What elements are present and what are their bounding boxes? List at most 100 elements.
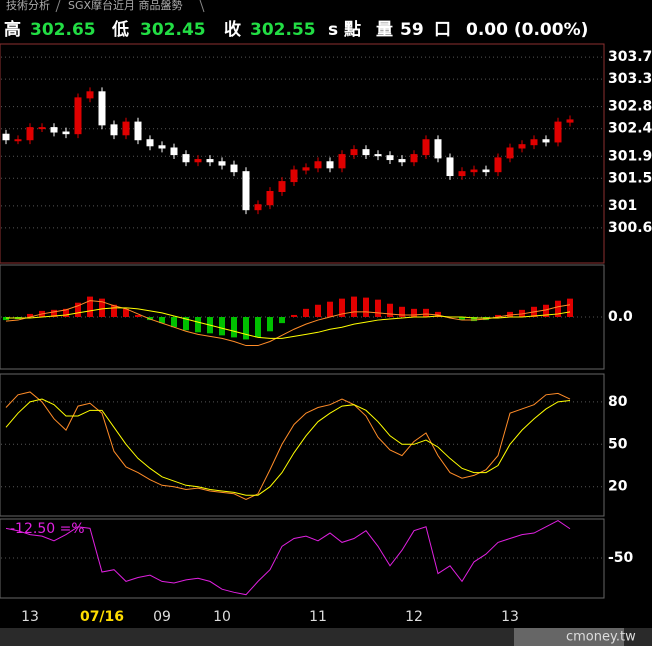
tab[interactable]: SGX摩台近月 商品盤勢 (68, 0, 183, 12)
bar (75, 302, 81, 317)
x-tick-label: 10 (213, 609, 231, 625)
x-tick-label: 13 (21, 609, 39, 625)
quote-text: s 點 (328, 19, 361, 40)
panel-border (0, 43, 605, 264)
candle-body (110, 124, 118, 136)
x-tick-label: 11 (309, 609, 327, 625)
candle-body (254, 204, 262, 211)
bar (411, 308, 417, 317)
bar (51, 309, 57, 317)
candle-body (542, 139, 550, 143)
bar (339, 298, 345, 317)
y-tick-label: 302.8 (608, 99, 652, 115)
candle-body (422, 139, 430, 156)
y-tick-label: -50 (608, 550, 634, 566)
candle-body (302, 167, 310, 171)
candle-body (554, 121, 562, 143)
candle-body (482, 169, 490, 173)
candle-body (98, 91, 106, 126)
indicator-label: -12.50 =% (10, 521, 85, 537)
quote-text: 口 (434, 20, 451, 40)
bar (303, 308, 309, 317)
candle-body (338, 154, 346, 169)
indicator-line (5, 398, 571, 496)
panel-border (0, 518, 605, 599)
bar (387, 303, 393, 317)
bar (291, 314, 297, 317)
quote-text: 59 (400, 20, 424, 40)
indicator-line (5, 391, 571, 500)
x-tick-label: 09 (153, 609, 171, 625)
bar (459, 317, 465, 321)
quote-text: 302.55 (250, 20, 316, 40)
bar (543, 304, 549, 317)
bar (111, 304, 117, 317)
bar (183, 317, 189, 331)
candle-body (266, 191, 274, 206)
bar (519, 309, 525, 317)
quote-text: 0.00 (0.00%) (466, 20, 588, 40)
bar (555, 300, 561, 317)
candle-body (50, 127, 58, 133)
candle-body (182, 154, 190, 163)
bar (231, 317, 237, 338)
quote-text: 收 (224, 19, 241, 40)
candle-body (2, 133, 10, 141)
y-tick-label: 50 (608, 436, 628, 452)
bar (363, 297, 369, 317)
candle-body (434, 139, 442, 159)
candle-body (206, 159, 214, 163)
candle-body (170, 147, 178, 156)
y-tick-label: 0.0 (608, 309, 633, 325)
candle-body (242, 171, 250, 211)
indicator-line (6, 307, 571, 339)
quote-text: 302.45 (140, 20, 206, 40)
bar (219, 317, 225, 336)
candle-body (194, 159, 202, 163)
candle-body (74, 97, 82, 135)
bar (63, 308, 69, 317)
indicator-line (5, 519, 571, 596)
candle-body (134, 121, 142, 141)
candle-body (374, 154, 382, 157)
panel-border (0, 373, 605, 517)
bar (3, 317, 9, 321)
bar (327, 301, 333, 317)
candle-body (506, 147, 514, 159)
bar (375, 299, 381, 317)
candle-body (530, 139, 538, 146)
bar (399, 306, 405, 317)
bar (567, 298, 573, 317)
indicator-line (5, 300, 571, 347)
quote-text: 302.65 (30, 20, 96, 40)
y-tick-label: 80 (608, 394, 628, 410)
y-tick-label: 300.6 (608, 220, 652, 236)
candle-body (290, 169, 298, 183)
tab-sep (55, 0, 61, 13)
candle-body (14, 139, 22, 142)
candle-body (410, 154, 418, 163)
bar (27, 313, 33, 317)
tab[interactable]: 技術分析 (6, 0, 50, 12)
bar (435, 311, 441, 317)
bar (483, 317, 489, 321)
candle-body (458, 171, 466, 177)
bar (171, 317, 177, 328)
bar (495, 314, 501, 317)
scroll-thumb[interactable] (514, 628, 624, 646)
bar (351, 296, 357, 317)
y-tick-label: 301 (608, 198, 637, 214)
candle-body (122, 121, 130, 136)
candle-body (158, 145, 166, 149)
bar (87, 296, 93, 317)
quote-text: 低 (111, 19, 129, 40)
bar (255, 317, 261, 338)
bar (99, 298, 105, 317)
x-tick-label: 12 (405, 609, 423, 625)
scrollbar[interactable] (0, 628, 652, 646)
candle-body (398, 159, 406, 163)
y-tick-label: 301.5 (608, 170, 652, 186)
bar (135, 314, 141, 317)
